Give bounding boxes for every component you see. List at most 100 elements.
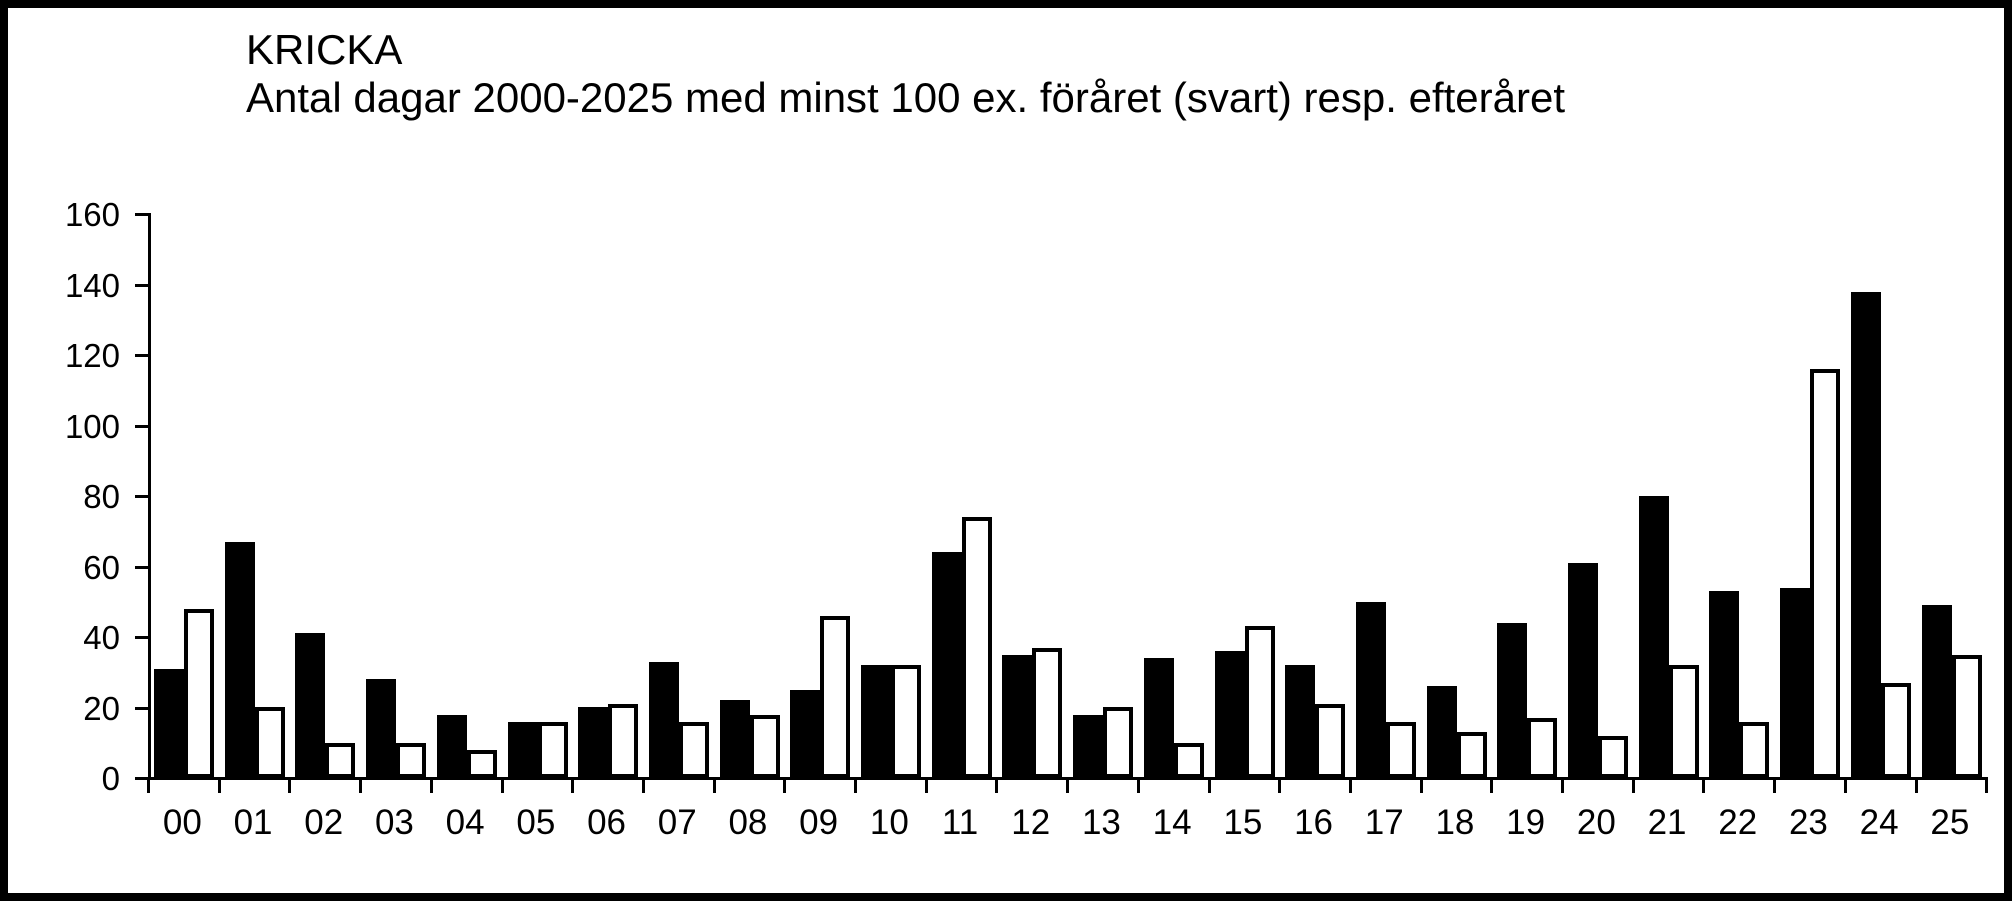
bar-efteraret-05 xyxy=(537,722,568,778)
x-tick-14 xyxy=(1136,780,1140,793)
x-tick-7 xyxy=(641,780,645,793)
y-axis-label-0: 0 xyxy=(101,760,120,797)
x-axis-label-04: 04 xyxy=(445,803,485,842)
bar-efteraret-13 xyxy=(1103,707,1134,778)
chart-title: KRICKA xyxy=(246,26,403,73)
y-tick-120 xyxy=(135,354,148,357)
x-axis-label-00: 00 xyxy=(162,803,202,842)
bar-efteraret-01 xyxy=(254,707,285,778)
bar-efteraret-16 xyxy=(1315,704,1346,778)
x-axis-label-25: 25 xyxy=(1930,803,1970,842)
bar-foraret-15 xyxy=(1214,651,1245,778)
x-tick-12 xyxy=(995,780,999,793)
x-axis-label-15: 15 xyxy=(1223,803,1263,842)
y-axis-label-120: 120 xyxy=(64,337,120,374)
bar-foraret-02 xyxy=(295,633,326,778)
x-axis-label-13: 13 xyxy=(1081,803,1121,842)
bar-foraret-12 xyxy=(1002,655,1033,778)
bar-efteraret-10 xyxy=(891,665,921,778)
x-axis-label-23: 23 xyxy=(1788,803,1828,842)
bar-foraret-25 xyxy=(1921,605,1952,778)
x-tick-20 xyxy=(1561,780,1564,793)
x-tick-26 xyxy=(1985,780,1989,793)
bar-efteraret-02 xyxy=(325,743,356,778)
chart-subtitle: Antal dagar 2000-2025 med minst 100 ex. … xyxy=(246,74,1566,121)
x-tick-13 xyxy=(1066,780,1070,793)
y-axis-label-60: 60 xyxy=(83,548,120,586)
bar-efteraret-09 xyxy=(820,616,851,778)
x-axis-label-16: 16 xyxy=(1294,803,1334,842)
x-tick-11 xyxy=(924,780,928,793)
x-axis-line xyxy=(148,777,1989,780)
x-tick-8 xyxy=(712,780,716,793)
y-tick-20 xyxy=(135,706,148,710)
x-tick-18 xyxy=(1419,780,1423,793)
x-tick-21 xyxy=(1631,780,1635,793)
bar-foraret-20 xyxy=(1568,563,1598,778)
y-axis-label-140: 140 xyxy=(64,266,120,304)
bar-foraret-05 xyxy=(507,722,538,778)
bar-foraret-23 xyxy=(1780,588,1811,778)
y-axis-line xyxy=(148,213,151,780)
x-tick-25 xyxy=(1914,780,1918,793)
x-tick-23 xyxy=(1773,780,1777,793)
x-axis-label-07: 07 xyxy=(657,803,697,842)
x-axis-label-24: 24 xyxy=(1859,803,1899,842)
bar-foraret-19 xyxy=(1497,623,1528,778)
x-axis-label-18: 18 xyxy=(1435,803,1475,842)
bar-efteraret-17 xyxy=(1385,722,1416,778)
x-axis-label-10: 10 xyxy=(869,803,909,842)
x-tick-19 xyxy=(1490,780,1494,793)
bar-efteraret-21 xyxy=(1668,665,1699,778)
bar-efteraret-20 xyxy=(1598,736,1628,778)
bar-efteraret-22 xyxy=(1739,722,1770,778)
bar-foraret-00 xyxy=(154,669,184,778)
bar-foraret-07 xyxy=(648,662,679,778)
y-tick-40 xyxy=(135,636,148,639)
x-axis-label-19: 19 xyxy=(1506,803,1546,842)
x-tick-17 xyxy=(1348,780,1352,793)
bar-efteraret-00 xyxy=(184,609,214,778)
x-tick-6 xyxy=(571,780,575,793)
y-tick-80 xyxy=(135,495,148,498)
bar-foraret-11 xyxy=(931,552,962,778)
x-axis-label-02: 02 xyxy=(304,803,344,842)
bar-foraret-21 xyxy=(1638,496,1669,778)
x-axis-label-21: 21 xyxy=(1647,803,1687,842)
y-axis-label-40: 40 xyxy=(83,619,120,656)
x-tick-10 xyxy=(854,780,857,793)
y-axis-label-20: 20 xyxy=(83,689,120,727)
y-axis-label-80: 80 xyxy=(83,478,120,515)
bar-efteraret-15 xyxy=(1244,626,1275,778)
bar-efteraret-08 xyxy=(749,715,780,778)
x-tick-24 xyxy=(1843,780,1847,793)
x-tick-3 xyxy=(359,780,363,793)
y-tick-0 xyxy=(135,777,148,780)
x-axis-label-11: 11 xyxy=(941,803,979,842)
bar-efteraret-06 xyxy=(608,704,639,778)
y-axis-label-100: 100 xyxy=(64,407,120,445)
x-axis-label-17: 17 xyxy=(1364,803,1404,842)
bar-efteraret-24 xyxy=(1880,683,1911,778)
bar-efteraret-07 xyxy=(678,722,709,778)
y-tick-160 xyxy=(135,213,148,216)
bar-foraret-01 xyxy=(224,542,255,778)
bar-foraret-14 xyxy=(1143,658,1174,778)
bar-foraret-13 xyxy=(1073,715,1104,778)
x-tick-9 xyxy=(783,780,787,793)
x-axis-label-03: 03 xyxy=(374,803,414,842)
bar-efteraret-19 xyxy=(1527,718,1558,778)
x-axis-label-06: 06 xyxy=(587,803,627,842)
bar-foraret-10 xyxy=(861,665,891,778)
x-tick-2 xyxy=(288,780,292,793)
bar-foraret-24 xyxy=(1850,292,1881,778)
bar-foraret-17 xyxy=(1355,602,1386,778)
bar-efteraret-25 xyxy=(1951,655,1982,778)
x-tick-15 xyxy=(1207,780,1211,793)
x-tick-0 xyxy=(147,780,150,793)
x-tick-4 xyxy=(429,780,433,793)
x-tick-22 xyxy=(1702,780,1706,793)
bar-foraret-18 xyxy=(1426,686,1457,778)
x-tick-5 xyxy=(500,780,504,793)
